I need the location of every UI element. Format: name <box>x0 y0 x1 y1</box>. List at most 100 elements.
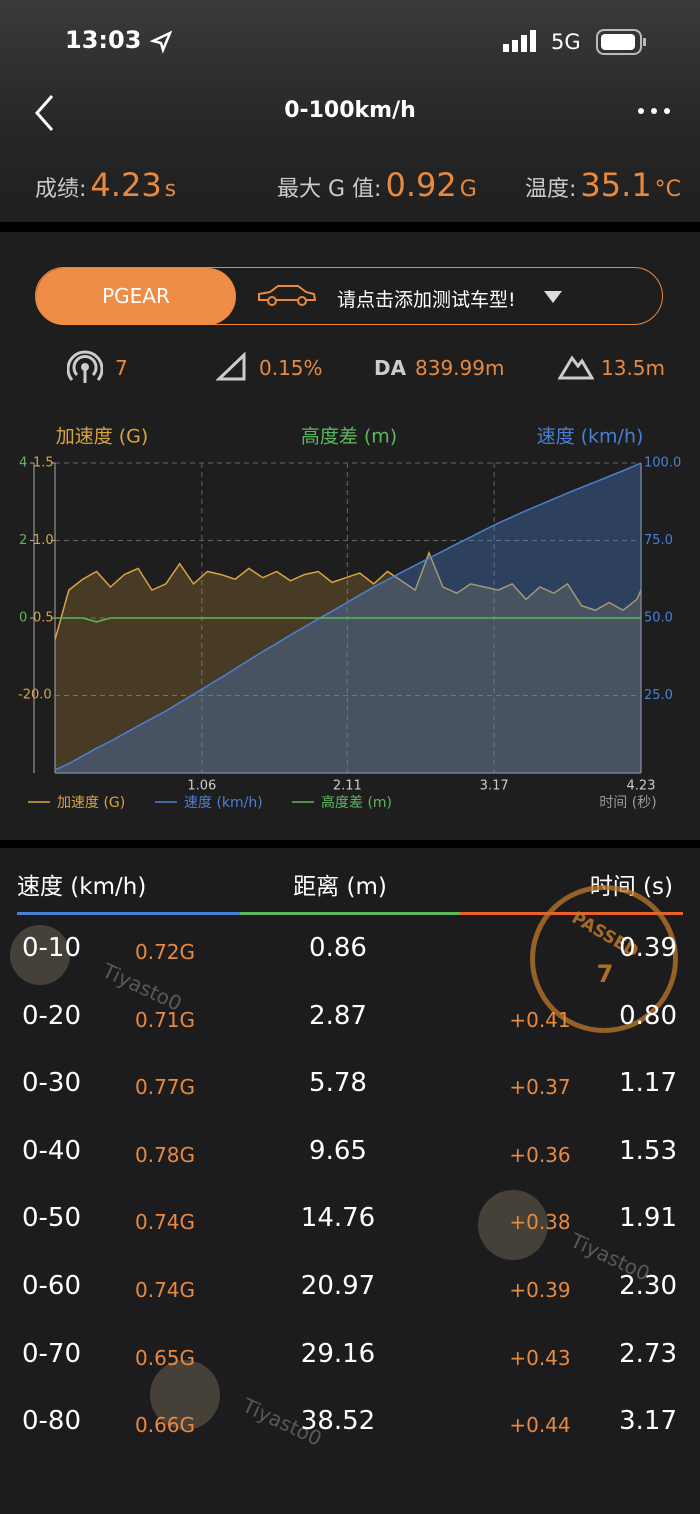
legend-label: 高度差 (m) <box>321 794 392 811</box>
axis-extra-label: -20.0 <box>18 688 52 703</box>
speed-range: 0-40 <box>22 1135 82 1166</box>
time: 1.53 <box>619 1135 677 1166</box>
more-button[interactable] <box>636 104 672 118</box>
speed-range: 0-10 <box>22 933 82 963</box>
y2-tick-label: 50.0 <box>644 611 673 626</box>
dropdown-arrow[interactable] <box>543 290 563 304</box>
stat-unit: s <box>164 177 177 202</box>
legend-label: 加速度 (G) <box>57 795 125 811</box>
axis-title: 加速度 (G) <box>56 426 149 448</box>
x-tick-label: 3.17 <box>480 779 509 794</box>
brand-pill[interactable]: PGEAR <box>36 268 236 325</box>
series-line <box>55 617 641 623</box>
altitude-icon <box>558 355 594 380</box>
network: 5G <box>551 30 581 54</box>
stat-label: 最大 G 值: <box>277 177 382 202</box>
stat: 温度: 35.1 °C <box>525 166 681 204</box>
slope-icon <box>216 352 246 381</box>
speed-range: 0-60 <box>22 1271 82 1301</box>
stamp-number: 7 <box>596 960 614 988</box>
stamp <box>530 885 678 1033</box>
watermark-avatar <box>10 925 70 985</box>
stat-unit: G <box>459 177 477 202</box>
distance: 38.52 <box>300 1406 376 1437</box>
chart: 100.0 75.0 50.0 25.0 1.5 1.0 0.5 4 2 0 -20.0 1.06 2.… <box>18 426 681 812</box>
distance: 2.87 <box>309 1000 367 1031</box>
peak-g: 0.78G <box>135 1142 196 1167</box>
time-delta: +0.36 <box>509 1142 571 1167</box>
x-tick-label: 4.23 <box>627 779 656 794</box>
peak-g: 0.71G <box>135 1007 196 1032</box>
header-underline <box>17 912 240 915</box>
header-bg <box>0 0 700 222</box>
stat-label: 成绩: <box>35 177 87 202</box>
time-delta: +0.37 <box>509 1075 571 1100</box>
table-header: 距离 (m) <box>293 874 387 900</box>
axis-title: 速度 (km/h) <box>537 426 644 448</box>
distance: 29.16 <box>300 1338 376 1369</box>
legend-label: 速度 (km/h) <box>184 795 263 811</box>
peak-g: 0.74G <box>135 1278 196 1302</box>
distance: 5.78 <box>309 1068 367 1099</box>
y-tick-label: 1.5 <box>33 456 54 471</box>
peak-g: 0.66G <box>135 1413 196 1438</box>
x-tick-label: 1.06 <box>187 779 216 794</box>
peak-g: 0.72G <box>135 940 196 964</box>
speed-range: 0-70 <box>22 1338 82 1369</box>
car-selector[interactable] <box>35 267 663 325</box>
distance: 9.65 <box>309 1135 367 1166</box>
clock: 13:03 <box>65 26 142 54</box>
time-delta: +0.39 <box>509 1278 571 1302</box>
distance: 0.86 <box>309 933 367 963</box>
peak-g: 0.77G <box>135 1075 196 1100</box>
series-line <box>54 462 642 771</box>
location-icon <box>150 30 173 54</box>
area-fill <box>55 552 641 773</box>
stat-value: 4.23 <box>90 166 162 204</box>
table-header: 速度 (km/h) <box>17 874 147 900</box>
y-tick-label: 1.0 <box>33 533 54 548</box>
time: 2.73 <box>619 1338 677 1369</box>
speed-range: 0-50 <box>22 1203 82 1234</box>
time-delta: +0.38 <box>509 1210 571 1235</box>
car-icon <box>258 285 317 306</box>
speed-range: 0-80 <box>22 1406 82 1437</box>
time: 1.91 <box>619 1203 677 1234</box>
stat: 最大 G 值: 0.92 G <box>277 166 477 204</box>
distance: 20.97 <box>300 1271 376 1301</box>
time: 1.17 <box>619 1068 677 1099</box>
density-altitude: 839.99m <box>415 356 505 380</box>
time: 2.30 <box>619 1271 677 1301</box>
y2-tick-label: 100.0 <box>644 456 681 471</box>
time: 0.80 <box>619 1000 677 1031</box>
header-underline <box>240 912 460 915</box>
back-button[interactable] <box>30 93 60 133</box>
y2-tick-label: 25.0 <box>644 688 673 703</box>
speed-range: 0-20 <box>22 1000 82 1031</box>
car-prompt[interactable]: 请点击添加测试车型! <box>337 289 516 311</box>
y-tick-label: 0.5 <box>33 611 54 626</box>
time: 0.39 <box>619 933 677 963</box>
time-delta: +0.43 <box>509 1345 571 1370</box>
series-line <box>54 550 642 640</box>
distance: 14.76 <box>300 1203 376 1234</box>
battery-icon <box>596 29 646 55</box>
stat-unit: °C <box>654 177 682 202</box>
page-title: 0-100km/h <box>284 98 416 123</box>
satellite-icon <box>67 350 103 383</box>
satellites: 7 <box>115 356 128 380</box>
stat-value: 35.1 <box>580 166 652 204</box>
peak-g: 0.65G <box>135 1345 196 1370</box>
x-axis-label: 时间 (秒) <box>599 795 656 811</box>
y3-tick-label: 0 <box>19 611 27 626</box>
da-label: DA <box>374 356 407 380</box>
peak-g: 0.74G <box>135 1210 196 1235</box>
signal-icon <box>503 30 536 52</box>
stat-label: 温度: <box>525 177 577 202</box>
y3-tick-label: 2 <box>19 533 27 548</box>
watermark-avatar <box>478 1190 548 1260</box>
time-delta: +0.44 <box>509 1413 571 1438</box>
y3-tick-label: 4 <box>19 456 27 471</box>
altitude: 13.5m <box>601 356 666 380</box>
